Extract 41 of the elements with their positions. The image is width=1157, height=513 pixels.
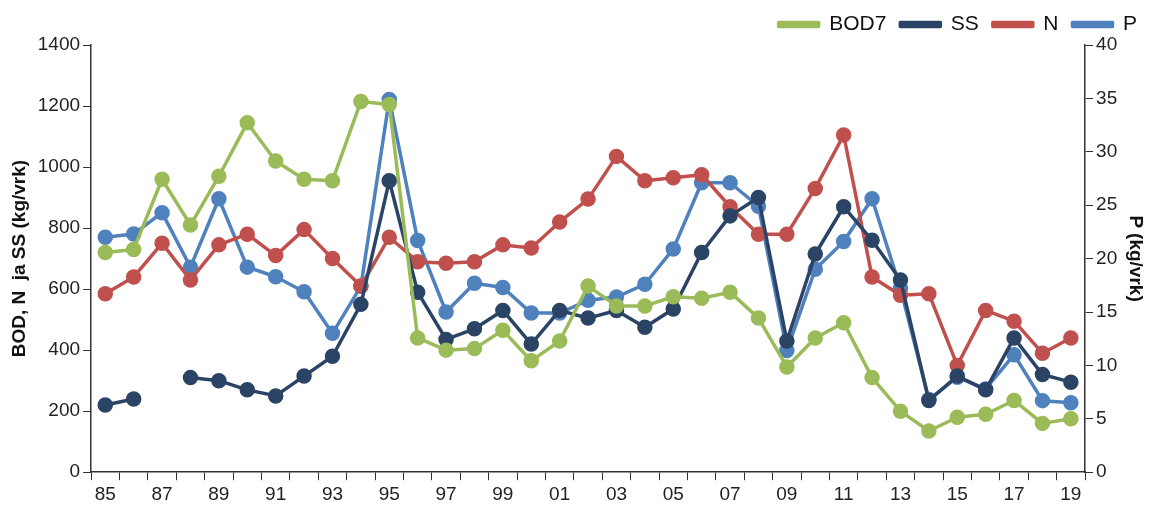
- x-tick-label: 95: [378, 482, 400, 504]
- y2-axis-title: P (kg/vrk): [1126, 215, 1148, 302]
- x-tick-label: 03: [605, 482, 628, 504]
- y2-tick-label: 35: [1096, 86, 1118, 108]
- x-tick-label: 99: [492, 482, 514, 504]
- y-tick-label: 200: [48, 399, 81, 421]
- y-tick-label: 600: [48, 277, 81, 299]
- legend-label: P: [1122, 11, 1138, 35]
- x-tick-label: 07: [719, 482, 741, 504]
- y2-tick-label: 25: [1096, 193, 1118, 215]
- y-tick-label: 1200: [37, 94, 81, 116]
- x-tick-label: 09: [776, 482, 798, 504]
- x-tick-label: 13: [889, 482, 912, 504]
- x-tick-label: 97: [435, 482, 457, 504]
- y-axis-title: BOD, N ja SS (kg/vrk): [7, 159, 29, 358]
- y-tick-label: 400: [48, 338, 81, 360]
- y2-tick-label: 15: [1096, 300, 1118, 322]
- x-tick-label: 01: [549, 482, 571, 504]
- x-tick-label: 93: [321, 482, 344, 504]
- x-tick-label: 87: [151, 482, 173, 504]
- x-tick-label: 05: [662, 482, 684, 504]
- x-tick-label: 17: [1003, 482, 1025, 504]
- legend-label: BOD7: [829, 11, 887, 35]
- x-tick-label: 89: [208, 482, 230, 504]
- x-tick-label: 85: [94, 482, 116, 504]
- x-tick-label: 91: [265, 482, 287, 504]
- y2-tick-label: 20: [1096, 246, 1118, 268]
- y-tick-label: 1000: [37, 155, 81, 177]
- y2-tick-label: 40: [1096, 33, 1118, 55]
- y2-tick-label: 0: [1096, 460, 1107, 482]
- y-tick-label: 800: [48, 216, 81, 238]
- x-tick-label: 19: [1060, 482, 1082, 504]
- legend-label: SS: [950, 11, 979, 35]
- y-tick-label: 1400: [37, 33, 81, 55]
- x-tick-label: 11: [833, 482, 854, 504]
- y2-tick-label: 30: [1096, 140, 1118, 162]
- y2-tick-label: 10: [1096, 353, 1118, 375]
- y2-tick-label: 5: [1096, 407, 1107, 429]
- y-tick-label: 0: [69, 460, 81, 482]
- x-tick-label: 15: [946, 482, 968, 504]
- legend-label: N: [1043, 11, 1059, 35]
